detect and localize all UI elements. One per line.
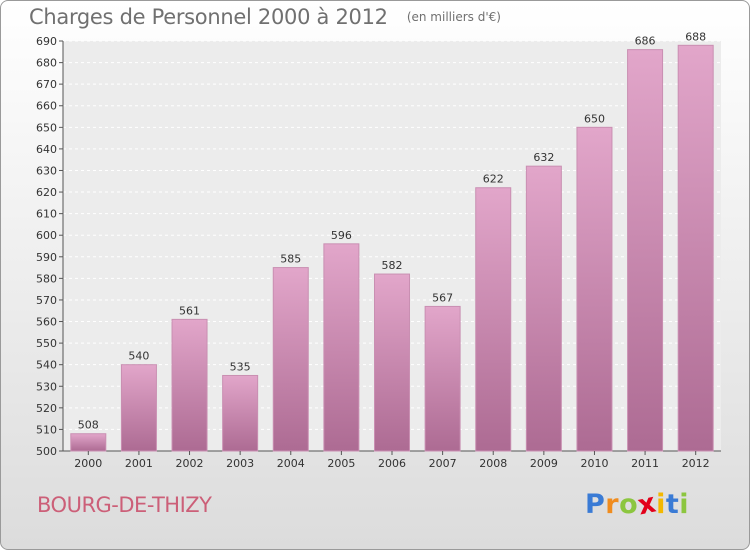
y-tick-label: 590 — [36, 251, 57, 264]
data-label: 596 — [331, 229, 352, 242]
y-tick-label: 570 — [36, 294, 57, 307]
x-tick-label: 2000 — [74, 457, 102, 470]
bar — [323, 243, 360, 452]
x-tick-label: 2012 — [682, 457, 710, 470]
y-tick-label: 580 — [36, 272, 57, 285]
bar — [70, 433, 107, 452]
y-tick-label: 500 — [36, 445, 57, 458]
data-label: 582 — [382, 259, 403, 272]
logo-letter: i — [679, 489, 690, 520]
x-tick-label: 2003 — [226, 457, 254, 470]
y-tick-label: 690 — [36, 35, 57, 48]
data-label: 686 — [635, 35, 656, 48]
logo-letter: o — [619, 489, 639, 520]
bar — [272, 267, 309, 452]
x-tick-label: 2010 — [580, 457, 608, 470]
commune-name: BOURG-DE-THIZY — [37, 493, 212, 517]
y-tick-label: 530 — [36, 380, 57, 393]
bar — [475, 187, 512, 452]
y-tick-label: 620 — [36, 186, 57, 199]
y-tick-label: 650 — [36, 121, 57, 134]
x-tick-label: 2005 — [327, 457, 355, 470]
logo-letter: r — [605, 489, 620, 520]
bar — [627, 49, 664, 452]
data-label: 540 — [128, 350, 149, 363]
x-tick-label: 2009 — [530, 457, 558, 470]
y-tick-label: 680 — [36, 57, 57, 70]
y-tick-label: 610 — [36, 208, 57, 221]
x-tick-label: 2008 — [479, 457, 507, 470]
y-tick-label: 630 — [36, 164, 57, 177]
x-tick-label: 2007 — [429, 457, 457, 470]
bar — [424, 305, 461, 452]
data-label: 622 — [483, 173, 504, 186]
bar — [222, 374, 259, 452]
y-tick-label: 510 — [36, 423, 57, 436]
logo-letter: i — [656, 489, 666, 520]
proxiti-logo: Proxiti — [585, 487, 690, 521]
x-tick-label: 2006 — [378, 457, 406, 470]
x-tick-label: 2002 — [176, 457, 204, 470]
x-tick-label: 2001 — [125, 457, 153, 470]
y-tick-label: 560 — [36, 316, 57, 329]
y-tick-label: 540 — [36, 359, 57, 372]
data-label: 632 — [533, 151, 554, 164]
bar — [120, 364, 157, 452]
bar — [171, 318, 208, 452]
chart-subtitle: (en milliers d'€) — [406, 10, 501, 24]
x-tick-label: 2011 — [631, 457, 659, 470]
title-line: Charges de Personnel 2000 à 2012 (en mil… — [29, 5, 501, 29]
bar — [677, 44, 714, 452]
y-tick-label: 600 — [36, 229, 57, 242]
data-label: 567 — [432, 291, 453, 304]
bar — [374, 273, 410, 452]
bar — [525, 165, 562, 452]
data-label: 585 — [280, 253, 301, 266]
bar — [576, 126, 613, 452]
y-tick-label: 550 — [36, 337, 57, 350]
data-label: 650 — [584, 112, 605, 125]
y-tick-label: 660 — [36, 100, 57, 113]
logo-letter: t — [665, 489, 680, 520]
chart-title: Charges de Personnel 2000 à 2012 — [29, 5, 388, 29]
logo-letter: P — [585, 489, 606, 520]
x-tick-label: 2004 — [277, 457, 305, 470]
y-tick-label: 640 — [36, 143, 57, 156]
data-label: 688 — [685, 30, 706, 43]
y-tick-label: 520 — [36, 402, 57, 415]
data-label: 535 — [230, 360, 251, 373]
data-label: 508 — [78, 419, 99, 432]
data-label: 561 — [179, 304, 200, 317]
y-tick-label: 670 — [36, 78, 57, 91]
